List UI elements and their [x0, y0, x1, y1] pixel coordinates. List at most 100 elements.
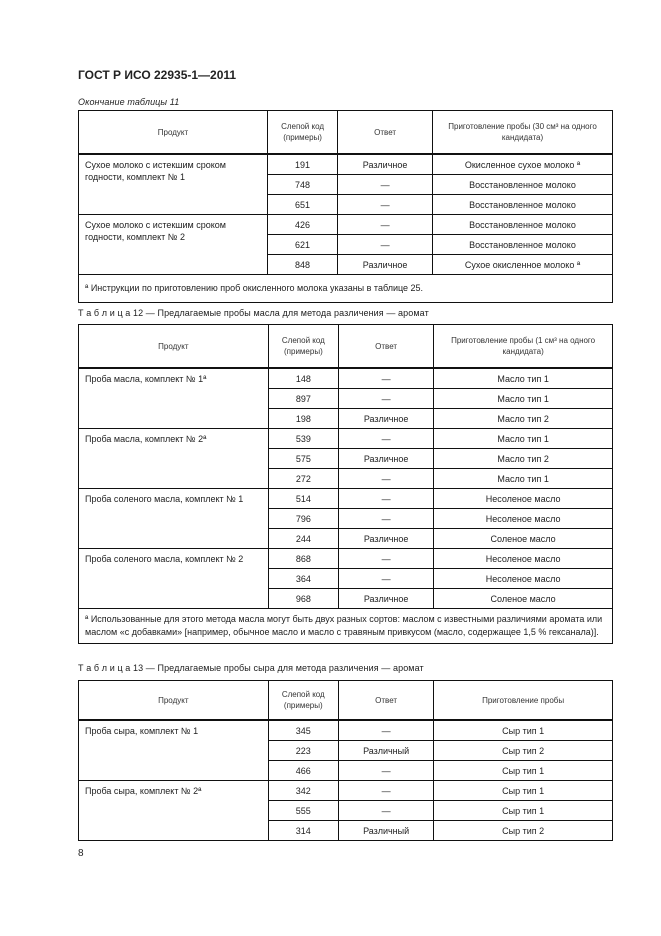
answer-cell: —	[337, 800, 435, 821]
column-header: Ответ	[337, 110, 434, 155]
preparation-cell: Восстановленное молоко	[432, 194, 613, 215]
table-row: 968 Различное Соленое масло	[79, 588, 613, 609]
code-cell: 514	[267, 488, 340, 509]
answer-cell: Различное	[337, 153, 434, 175]
column-header: Продукт	[78, 110, 268, 155]
code-cell: 223	[267, 740, 339, 761]
preparation-cell: Масло тип 2	[433, 448, 613, 469]
preparation-cell: Сухое окисленное молоко ª	[432, 254, 613, 275]
preparation-cell: Сыр тип 1	[433, 719, 613, 741]
data-table: Продукт Слепой код (примеры) Ответ Приготов…	[78, 110, 613, 303]
table-row: 621— Восстановленное молоко	[79, 234, 613, 255]
preparation-cell: Сыр тип 1	[433, 760, 613, 781]
code-cell: 364	[267, 568, 340, 589]
table-row: Сухое молоко с истекшим сроком годности,…	[78, 153, 613, 215]
column-header: Слепой код (примеры)	[267, 680, 339, 721]
table-row: 748— Восстановленное молоко	[79, 174, 613, 195]
answer-cell: —	[338, 468, 435, 489]
table-row: Проба масла, комплект № 2ª 539— Масло тип …	[78, 428, 613, 489]
table-row: 198 Различное Масло тип 2	[79, 408, 613, 429]
preparation-cell: Масло тип 1	[433, 367, 613, 389]
answer-cell: —	[337, 214, 434, 235]
answer-cell: —	[338, 488, 435, 509]
table-row: 244 Различное Соленое масло	[79, 528, 613, 549]
preparation-cell: Восстановленное молоко	[432, 174, 613, 195]
table-row: 364— Несоленое масло	[79, 568, 613, 589]
code-cell: 191	[266, 153, 339, 175]
preparation-cell: Несоленое масло	[433, 508, 613, 529]
preparation-cell: Сыр тип 1	[433, 780, 613, 801]
answer-cell: Различное	[338, 588, 435, 609]
code-cell: 426	[266, 214, 339, 235]
code-cell: 868	[267, 548, 340, 569]
preparation-cell: Окисленное сухое молоко ª	[432, 153, 613, 175]
column-header: Ответ	[337, 680, 435, 721]
table-row: 223 Различный Сыр тип 2	[79, 740, 613, 761]
code-cell: 539	[267, 428, 340, 449]
answer-cell: —	[337, 719, 435, 741]
code-cell: 555	[267, 800, 339, 821]
preparation-cell: Масло тип 1	[433, 428, 613, 449]
column-header: Продукт	[78, 680, 269, 721]
data-table: Продукт Слепой код (примеры) Ответ Приготов…	[78, 680, 613, 841]
data-table: Продукт Слепой код (примеры) Ответ Приготов…	[78, 324, 613, 644]
preparation-cell: Сыр тип 2	[433, 740, 613, 761]
preparation-cell: Масло тип 1	[433, 388, 613, 409]
code-cell: 198	[267, 408, 340, 429]
product-cell: Сухое молоко с истекшим сроком годности,…	[78, 153, 268, 215]
code-cell: 748	[266, 174, 339, 195]
table-row: Проба сыра, комплект № 2ª 342— Сыр тип 1	[78, 780, 613, 841]
table-caption: Т а б л и ц а 12 — Предлагаемые пробы ма…	[78, 308, 429, 318]
code-cell: 796	[267, 508, 340, 529]
preparation-cell: Масло тип 2	[433, 408, 613, 429]
answer-cell: —	[337, 234, 434, 255]
table-row: 848 Различное Сухое окисленное молоко ª	[79, 254, 613, 275]
product-cell: Проба сыра, комплект № 1	[78, 719, 269, 781]
code-cell: 651	[266, 194, 339, 215]
answer-cell: Различный	[337, 740, 435, 761]
answer-cell: Различное	[338, 448, 435, 469]
product-cell: Проба соленого масла, комплект № 2	[78, 548, 269, 609]
answer-cell: Различное	[337, 254, 434, 275]
code-cell: 466	[267, 760, 339, 781]
document-title: ГОСТ Р ИСО 22935-1—2011	[78, 68, 237, 82]
preparation-cell: Несоленое масло	[433, 548, 613, 569]
product-cell: Проба масла, комплект № 2ª	[78, 428, 269, 489]
code-cell: 621	[266, 234, 339, 255]
table-footnote: ª Использованные для этого метода масла …	[78, 608, 613, 644]
preparation-cell: Соленое масло	[433, 588, 613, 609]
preparation-cell: Сыр тип 1	[433, 800, 613, 821]
column-header: Приготовление пробы (30 см³ на одного ка…	[432, 110, 613, 155]
code-cell: 575	[267, 448, 340, 469]
code-cell: 345	[267, 719, 339, 741]
table-row: 466— Сыр тип 1	[79, 760, 613, 781]
answer-cell: —	[338, 428, 435, 449]
code-cell: 272	[267, 468, 340, 489]
answer-cell: —	[338, 548, 435, 569]
column-header: Слепой код (примеры)	[266, 110, 339, 155]
preparation-cell: Восстановленное молоко	[432, 234, 613, 255]
table-row: Сухое молоко с истекшим сроком годности,…	[78, 214, 613, 275]
page-number: 8	[78, 848, 84, 859]
table-row: Проба сыра, комплект № 1 345— Сыр тип 1	[78, 719, 613, 781]
table-row: Проба соленого масла, комплект № 2 868— Не…	[78, 548, 613, 609]
preparation-cell: Масло тип 1	[433, 468, 613, 489]
code-cell: 342	[267, 780, 339, 801]
table-row: 314 Различный Сыр тип 2	[79, 820, 613, 841]
answer-cell: —	[338, 508, 435, 529]
answer-cell: —	[338, 367, 435, 389]
answer-cell: —	[337, 780, 435, 801]
table-row: 575 Различное Масло тип 2	[79, 448, 613, 469]
preparation-cell: Восстановленное молоко	[432, 214, 613, 235]
answer-cell: —	[338, 568, 435, 589]
answer-cell: —	[337, 760, 435, 781]
answer-cell: —	[337, 194, 434, 215]
product-cell: Проба масла, комплект № 1ª	[78, 367, 269, 429]
answer-cell: Различное	[338, 408, 435, 429]
code-cell: 897	[267, 388, 340, 409]
code-cell: 244	[267, 528, 340, 549]
column-header: Продукт	[78, 324, 269, 369]
preparation-cell: Сыр тип 2	[433, 820, 613, 841]
column-header: Ответ	[338, 324, 435, 369]
